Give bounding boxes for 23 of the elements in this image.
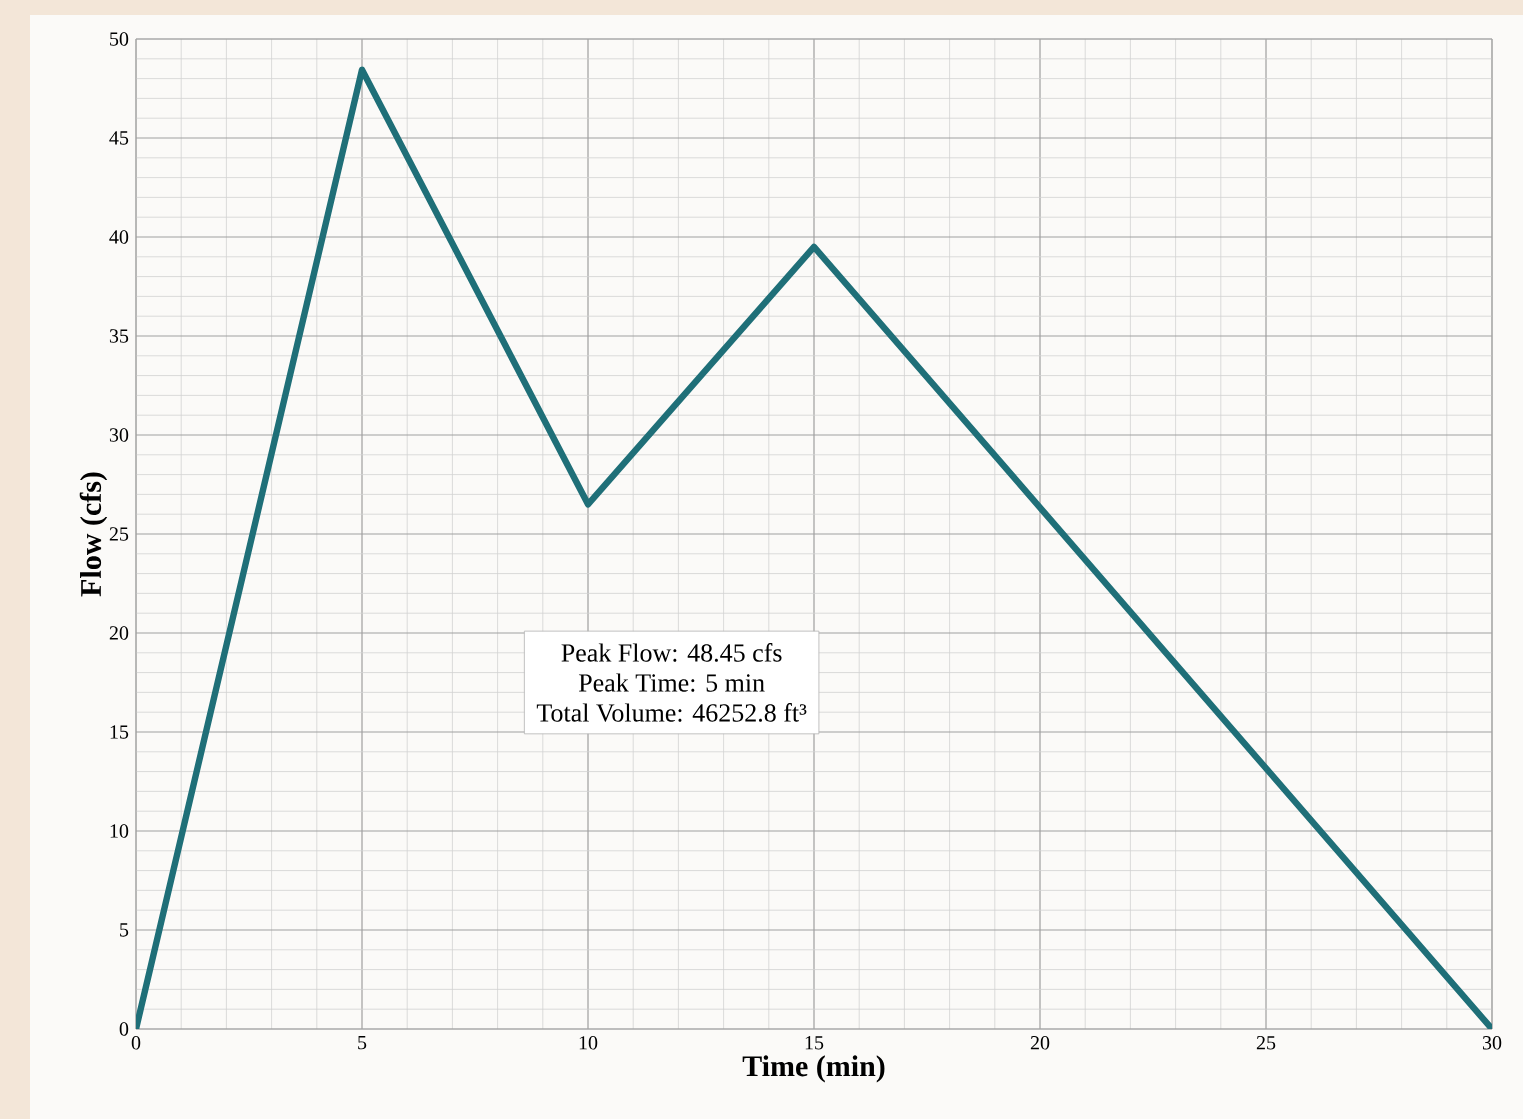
y-tick-label: 45 [109,131,129,145]
y-axis-title: Flow (cfs) [79,472,108,597]
y-tick-label: 50 [110,32,129,46]
x-tick-label: 20 [1030,1036,1050,1050]
annotation: Peak Time: 5 min [578,673,765,692]
annotation: Peak Flow: 48.45 cfs [561,643,782,662]
y-tick-label: 0 [119,1022,129,1036]
x-axis-title: Time (min) [742,1055,885,1083]
y-tick-label: 15 [110,725,129,739]
y-tick-label: 20 [109,626,129,640]
annotation: Total Volume: 46252.8 ft³ [536,703,807,722]
x-tick-label: 30 [1482,1036,1502,1050]
y-tick-label: 35 [109,329,129,343]
y-tick-label: 5 [120,923,129,937]
x-tick-label: 0 [131,1036,141,1050]
x-tick-label: 15 [805,1036,824,1050]
x-tick-label: 10 [579,1036,598,1050]
y-tick-label: 30 [109,428,129,442]
y-tick-label: 10 [110,824,129,838]
x-tick-label: 25 [1256,1036,1276,1050]
x-tick-label: 5 [358,1036,367,1050]
y-tick-label: 25 [109,527,129,541]
y-tick-label: 40 [109,230,129,244]
